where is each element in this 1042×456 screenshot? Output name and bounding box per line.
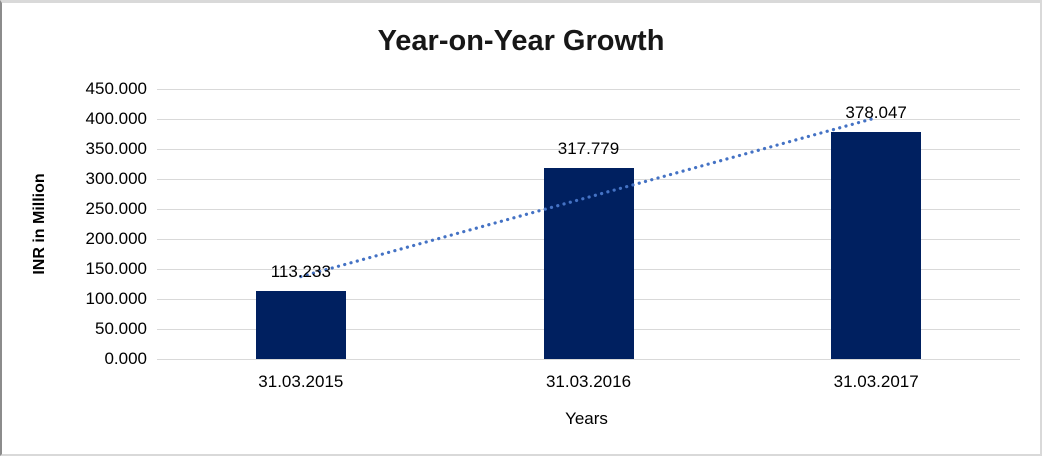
- y-tick-label: 50.000: [95, 319, 147, 338]
- bar: [255, 291, 346, 359]
- y-tick-label: 250.000: [85, 199, 147, 218]
- bar: [831, 132, 922, 359]
- y-tick-label: 200.000: [85, 229, 147, 248]
- data-label: 378.047: [845, 103, 907, 123]
- y-tick-label: 0.000: [104, 349, 147, 368]
- x-tick-label: 31.03.2016: [545, 372, 632, 391]
- data-label: 113.233: [270, 262, 331, 282]
- x-axis-title: Years: [565, 409, 608, 428]
- y-tick-label: 150.000: [85, 259, 147, 278]
- bar: [543, 168, 634, 359]
- y-tick-label: 400.000: [85, 109, 147, 128]
- y-tick-label: 450.000: [85, 79, 147, 98]
- x-tick-label: 31.03.2017: [833, 372, 919, 391]
- y-tick-label: 100.000: [85, 289, 147, 308]
- x-tick-label: 31.03.2015: [258, 372, 344, 391]
- gridline: [157, 358, 1020, 360]
- data-label: 317.779: [557, 139, 620, 159]
- y-tick-label: 350.000: [85, 139, 147, 158]
- y-tick-label: 300.000: [85, 169, 147, 188]
- chart-title: Year-on-Year Growth: [377, 25, 665, 57]
- gridline: [157, 88, 1020, 90]
